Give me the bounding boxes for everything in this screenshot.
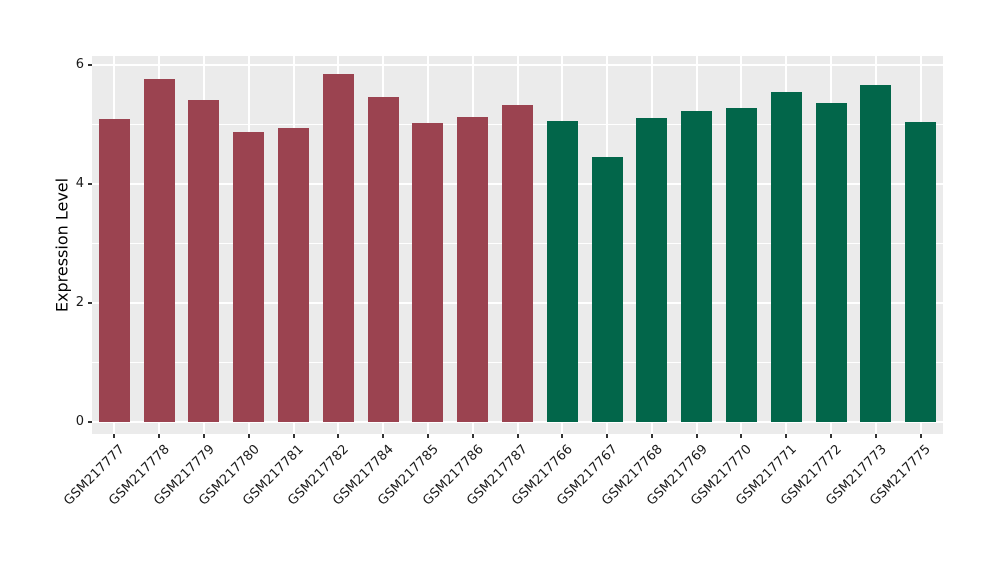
bar-GSM217773 (860, 84, 892, 422)
x-tick-mark (516, 434, 519, 438)
bar-GSM217767 (591, 157, 623, 422)
bar-GSM217771 (770, 91, 802, 422)
x-tick-mark (382, 434, 385, 438)
y-tick-label: 4 (75, 176, 84, 191)
x-tick-mark (292, 434, 295, 438)
bar-GSM217772 (815, 103, 847, 422)
x-tick-mark (874, 434, 877, 438)
bar-GSM217780 (233, 132, 265, 422)
y-tick-label: 6 (75, 57, 84, 72)
x-tick-mark (247, 434, 250, 438)
x-tick-mark (113, 434, 116, 438)
gridline-major (92, 421, 943, 423)
y-tick-label: 0 (75, 414, 84, 429)
y-tick-mark (88, 64, 92, 66)
gridline-major (92, 64, 943, 66)
bar-GSM217766 (546, 120, 578, 422)
bar-GSM217770 (725, 108, 757, 422)
x-tick-mark (785, 434, 788, 438)
bar-GSM217781 (278, 128, 310, 422)
bar-GSM217779 (188, 100, 220, 422)
x-tick-mark (919, 434, 922, 438)
bar-GSM217778 (143, 79, 175, 422)
y-tick-label: 2 (75, 295, 84, 310)
bar-GSM217784 (367, 96, 399, 422)
bar-GSM217775 (905, 121, 937, 422)
x-tick-mark (740, 434, 743, 438)
bar-GSM217785 (412, 122, 444, 422)
y-tick-mark (88, 302, 92, 304)
y-tick-mark (88, 183, 92, 185)
x-tick-mark (202, 434, 205, 438)
x-tick-mark (158, 434, 161, 438)
bar-GSM217777 (98, 118, 130, 422)
x-tick-mark (650, 434, 653, 438)
y-tick-mark (88, 421, 92, 423)
bar-GSM217787 (502, 105, 533, 422)
bar-GSM217786 (457, 116, 489, 422)
plot-panel (92, 56, 943, 434)
x-tick-mark (426, 434, 429, 438)
bar-GSM217768 (636, 117, 668, 422)
x-tick-mark (471, 434, 474, 438)
bar-GSM217782 (322, 73, 354, 422)
y-axis-title: Expression Level (52, 177, 72, 313)
x-tick-mark (337, 434, 340, 438)
x-tick-mark (606, 434, 609, 438)
bar-GSM217769 (681, 110, 713, 422)
x-tick-mark (830, 434, 833, 438)
x-tick-mark (695, 434, 698, 438)
x-tick-mark (561, 434, 564, 438)
